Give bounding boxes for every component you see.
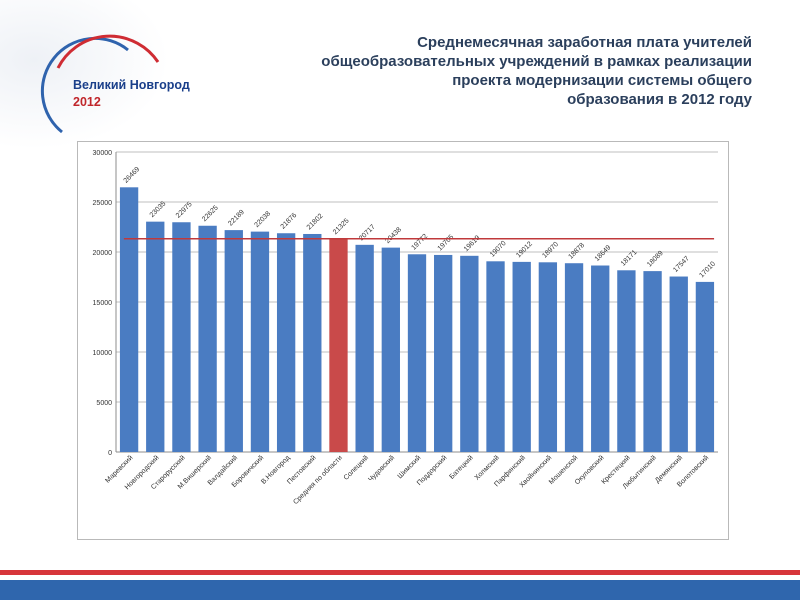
data-label: 21876 <box>280 212 299 231</box>
bar <box>224 230 243 452</box>
bar <box>617 270 636 452</box>
footer-stripe-red <box>0 570 800 575</box>
logo-background <box>0 0 170 150</box>
title-line-2: общеобразовательных учреждений в рамках … <box>321 53 752 70</box>
data-label: 23035 <box>149 200 168 219</box>
bar <box>276 233 296 452</box>
data-label: 17010 <box>698 261 717 280</box>
x-tick-label: Шимский <box>396 454 423 481</box>
x-tick-label: Чудовский <box>367 454 397 484</box>
logo-emblem <box>40 34 160 134</box>
year-label: 2012 <box>73 95 101 109</box>
y-tick-label: 30000 <box>93 150 113 157</box>
data-label: 22038 <box>253 210 272 229</box>
chart-frame: 0 5000 10000 15000 20000 25000 30000 26469 Марев… <box>77 141 729 540</box>
x-tick-label: Холмский <box>473 454 501 482</box>
data-label: 19012 <box>515 241 534 260</box>
bar <box>355 244 374 452</box>
bar <box>250 231 270 452</box>
x-tick-label: Средняя по области <box>292 454 344 506</box>
data-label: 22975 <box>175 201 194 220</box>
bar <box>512 261 531 452</box>
x-tick-label: Солецкий <box>342 454 370 482</box>
y-tick-label: 0 <box>108 450 112 457</box>
data-label: 22625 <box>201 204 220 223</box>
bar <box>460 255 479 452</box>
footer-stripe-white <box>0 575 800 580</box>
bar <box>198 225 217 452</box>
bar <box>486 261 505 452</box>
y-tick-label: 10000 <box>93 350 113 357</box>
bar <box>381 247 400 452</box>
data-label: 19619 <box>463 234 482 253</box>
data-label: 18649 <box>594 244 613 263</box>
footer-stripes <box>0 570 800 600</box>
title-line-3: проекта модернизации системы общего <box>452 72 752 89</box>
data-label: 18970 <box>541 241 560 260</box>
data-label: 19705 <box>437 234 456 253</box>
bar <box>591 265 610 452</box>
y-tick-label: 5000 <box>96 400 112 407</box>
data-label: 26469 <box>123 166 142 185</box>
x-tick-label: Батецкий <box>448 454 475 481</box>
bar <box>564 263 584 452</box>
bar <box>643 271 662 452</box>
data-label: 22189 <box>227 209 246 228</box>
bar <box>146 221 165 452</box>
bar <box>669 276 688 452</box>
slide-title: Среднемесячная заработная плата учителей… <box>282 33 752 109</box>
data-label: 19070 <box>489 240 508 259</box>
data-label: 21325 <box>332 217 351 236</box>
y-tick-label: 15000 <box>93 300 113 307</box>
title-line-1: Среднемесячная заработная плата учителей <box>417 34 752 51</box>
bar <box>172 222 191 452</box>
city-name: Великий Новгород <box>73 78 190 92</box>
bar <box>119 187 139 452</box>
bar <box>329 238 348 452</box>
data-label: 21802 <box>306 213 325 232</box>
bar-chart: 05000100001500020000250003000026469Марев… <box>93 150 718 506</box>
data-label: 18878 <box>568 242 587 261</box>
title-line-4: образования в 2012 году <box>567 91 752 108</box>
bar <box>695 281 715 452</box>
data-label: 18089 <box>646 250 665 269</box>
data-label: 20438 <box>384 226 403 245</box>
y-tick-label: 20000 <box>93 250 113 257</box>
footer-stripe-blue <box>0 580 800 600</box>
y-tick-label: 25000 <box>93 200 113 207</box>
bar <box>538 262 558 452</box>
bar <box>407 254 427 452</box>
data-label: 19772 <box>410 233 429 252</box>
data-label: 17547 <box>672 255 691 274</box>
bar <box>434 254 453 452</box>
bar <box>303 233 322 452</box>
